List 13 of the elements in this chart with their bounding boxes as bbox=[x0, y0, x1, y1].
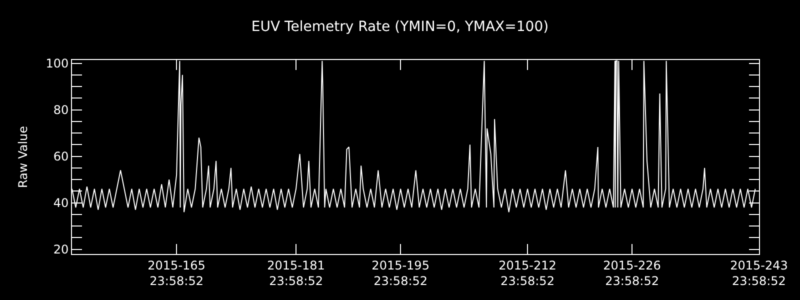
y-tick-label: 80 bbox=[53, 102, 69, 117]
x-tick-label: 2015-243 23:58:52 bbox=[730, 258, 788, 288]
x-tick-label: 2015-226 23:58:52 bbox=[603, 258, 661, 288]
x-tick-label: 2015-165 23:58:52 bbox=[148, 258, 206, 288]
y-tick-label: 100 bbox=[46, 56, 69, 70]
y-tick-label: 40 bbox=[53, 196, 69, 210]
y-tick-label: 20 bbox=[53, 242, 69, 257]
x-tick-label: 2015-195 23:58:52 bbox=[372, 258, 430, 288]
x-tick-label: 2015-181 23:58:52 bbox=[267, 258, 325, 288]
y-tick-label: 60 bbox=[53, 150, 69, 164]
y-axis-title: Raw Value bbox=[16, 126, 30, 188]
x-tick-label: 2015-212 23:58:52 bbox=[498, 258, 556, 288]
chart-title: EUV Telemetry Rate (YMIN=0, YMAX=100) bbox=[251, 18, 549, 35]
